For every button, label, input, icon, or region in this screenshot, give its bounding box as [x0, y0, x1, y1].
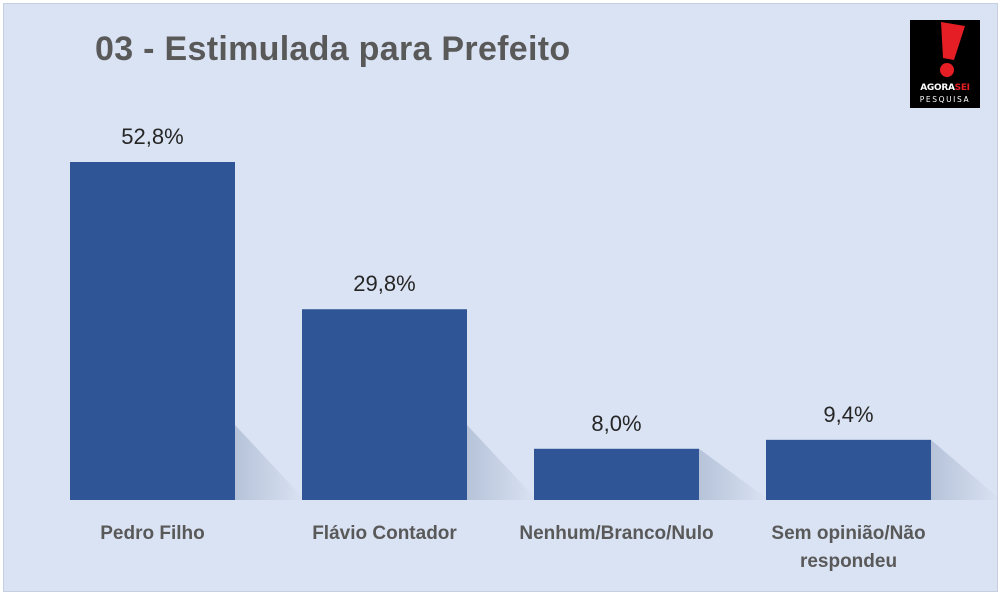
category-label: Pedro Filho — [100, 523, 205, 544]
logo-name-part2: SEI — [954, 83, 970, 93]
bar — [302, 309, 467, 500]
bar — [534, 448, 699, 500]
logo-name: AGORASEI — [910, 83, 980, 93]
bar-shadow — [699, 448, 769, 500]
bar-shadow — [235, 425, 305, 500]
bar — [766, 439, 931, 500]
logo-name-part1: AGORA — [920, 83, 955, 93]
logo-subtitle: PESQUISA — [919, 95, 971, 104]
bar-shadow — [931, 439, 1001, 500]
bar-value-label: 8,0% — [591, 411, 641, 436]
bar-value-label: 9,4% — [823, 402, 873, 427]
bar-value-label: 29,8% — [353, 271, 415, 296]
category-label: Sem opinião/Não respondeu — [771, 523, 925, 572]
bar — [70, 162, 235, 500]
bar-value-label: 52,8% — [121, 124, 183, 149]
bar-shadow — [467, 425, 537, 500]
category-label: Flávio Contador — [312, 523, 457, 544]
category-label: Nenhum/Branco/Nulo — [519, 523, 713, 544]
exclamation-mark-icon — [940, 22, 965, 77]
agorasei-logo: AGORASEI PESQUISA — [910, 20, 980, 108]
chart-title: 03 - Estimulada para Prefeito — [95, 30, 571, 68]
